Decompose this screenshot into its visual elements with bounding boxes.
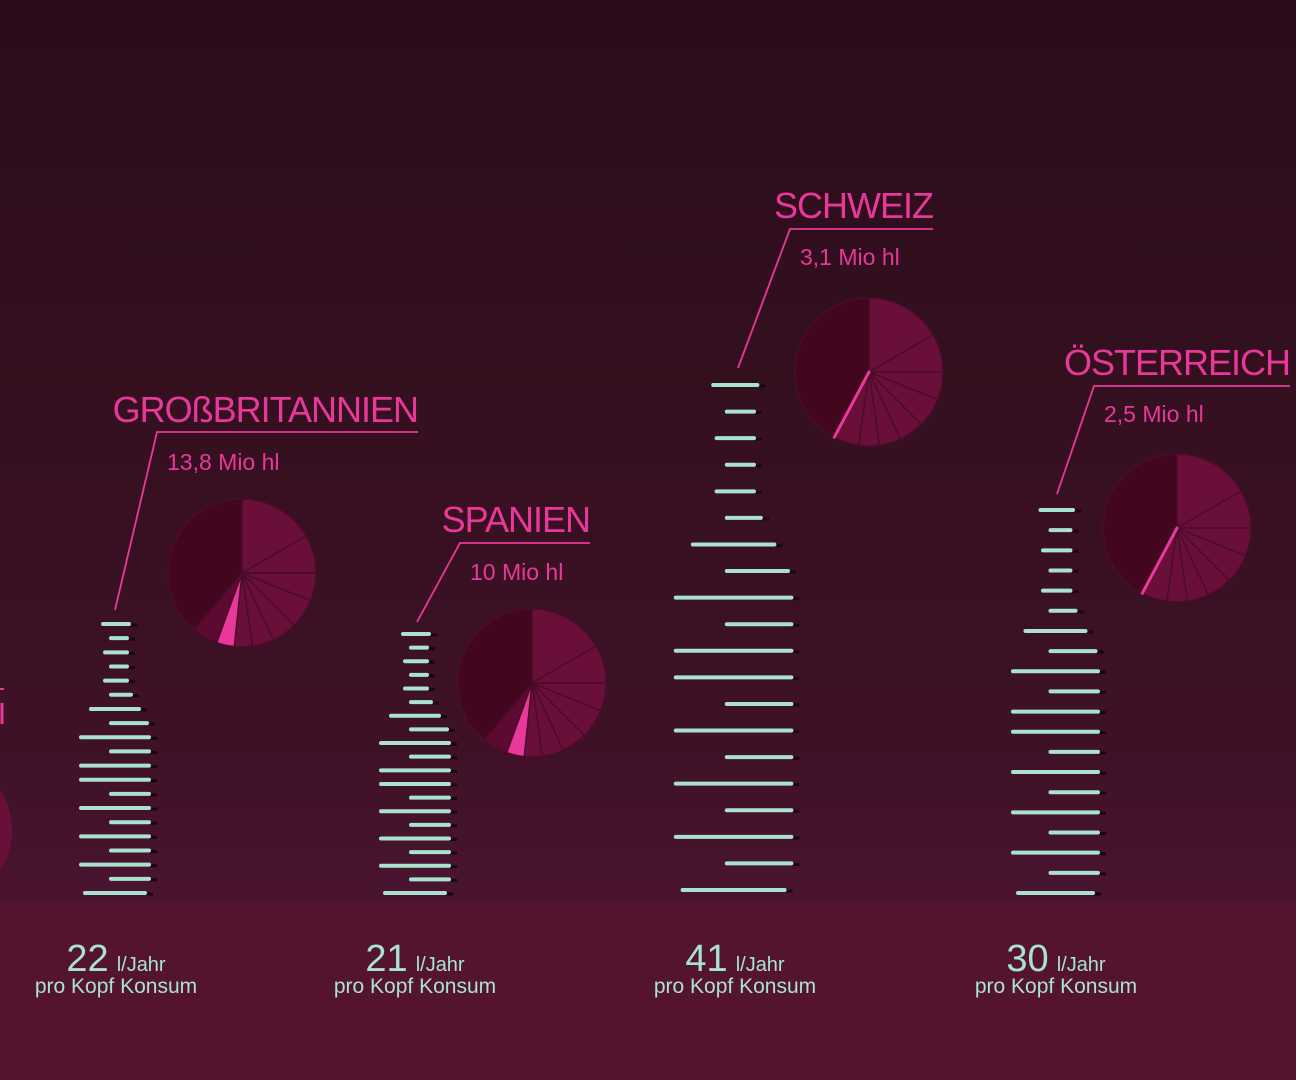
country-name: SCHWEIZ bbox=[774, 185, 933, 226]
pie-slice bbox=[531, 608, 598, 685]
pie-slice bbox=[1102, 453, 1178, 595]
leader-line bbox=[1056, 385, 1290, 495]
per-capita-unit: l/Jahr bbox=[1056, 954, 1106, 976]
per-capita-value: 22 bbox=[66, 938, 109, 980]
footer-band bbox=[0, 905, 1296, 1080]
pie-highlight-line bbox=[1140, 526, 1179, 595]
per-capita-value: 21 bbox=[365, 938, 408, 980]
pie-slice bbox=[868, 297, 935, 374]
per-capita-unit: l/Jahr bbox=[735, 954, 785, 976]
per-capita-label: 22 l/Jahr pro Kopf Konsum bbox=[0, 938, 246, 999]
pie-slice bbox=[241, 498, 308, 575]
country-name: GROßBRITANNIEN bbox=[113, 389, 418, 430]
pie-slice bbox=[457, 608, 533, 741]
country-name: ÖSTERREICH bbox=[1064, 342, 1290, 383]
per-capita-value: 41 bbox=[685, 938, 728, 980]
volume-label: 3,1 Mio hl bbox=[800, 244, 900, 270]
leader-line bbox=[114, 431, 418, 611]
leader-line bbox=[737, 228, 933, 369]
per-capita-value: 30 bbox=[1006, 938, 1049, 980]
country-name: SPANIEN bbox=[442, 499, 590, 540]
per-capita-unit: l/Jahr bbox=[415, 954, 465, 976]
per-capita-label: 30 l/Jahr pro Kopf Konsum bbox=[926, 938, 1186, 999]
per-capita-label: 21 l/Jahr pro Kopf Konsum bbox=[285, 938, 545, 999]
per-capita-sub: pro Kopf Konsum bbox=[653, 975, 817, 998]
leader-line bbox=[416, 542, 590, 623]
pie-slice bbox=[1176, 453, 1243, 530]
volume-label: 2,5 Mio hl bbox=[1104, 401, 1204, 427]
volume-label: 10 Mio hl bbox=[470, 559, 563, 585]
pie-slice bbox=[167, 498, 243, 631]
per-capita-unit: l/Jahr bbox=[116, 954, 166, 976]
per-capita-sub: pro Kopf Konsum bbox=[333, 975, 497, 998]
per-capita-sub: pro Kopf Konsum bbox=[974, 975, 1138, 998]
per-capita-label: 41 l/Jahr pro Kopf Konsum bbox=[605, 938, 865, 999]
partial-pie bbox=[0, 789, 12, 871]
volume-label: 13,8 Mio hl bbox=[167, 449, 280, 475]
pie-slice bbox=[794, 297, 870, 439]
per-capita-sub: pro Kopf Konsum bbox=[34, 975, 198, 998]
pie-highlight-line bbox=[832, 370, 871, 439]
